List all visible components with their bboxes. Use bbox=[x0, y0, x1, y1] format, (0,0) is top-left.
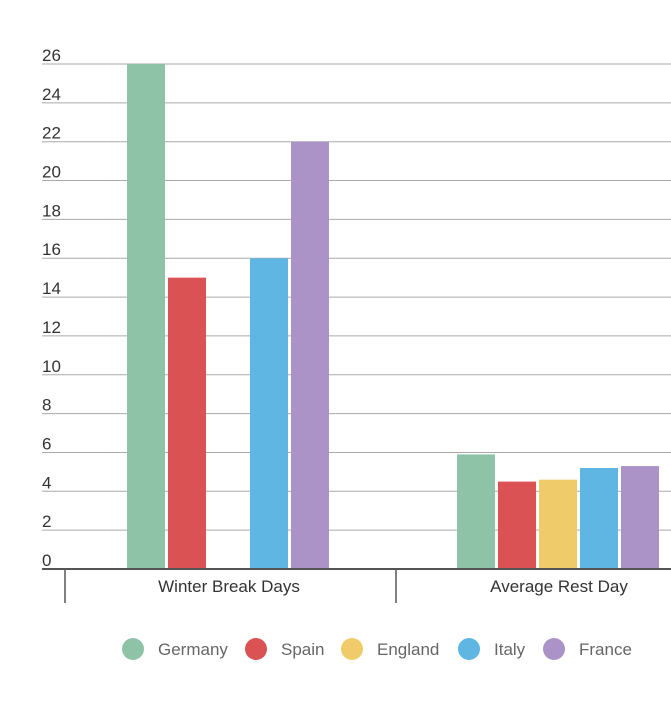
y-tick-label-10: 10 bbox=[42, 357, 61, 376]
legend-swatch-france bbox=[543, 638, 565, 660]
y-tick-label-26: 26 bbox=[42, 46, 61, 65]
y-tick-label-20: 20 bbox=[42, 163, 61, 182]
bar-spain-winter-break-days bbox=[168, 277, 206, 569]
bar-france-average-rest-day bbox=[621, 466, 659, 569]
bar-france-winter-break-days bbox=[291, 141, 329, 569]
bar-italy-average-rest-day bbox=[580, 468, 618, 569]
y-tick-label-18: 18 bbox=[42, 201, 61, 220]
legend-item-england: England bbox=[341, 638, 439, 660]
legend-item-france: France bbox=[543, 638, 632, 660]
x-category-label-winter-break-days: Winter Break Days bbox=[158, 577, 300, 596]
legend-swatch-spain bbox=[245, 638, 267, 660]
bar-italy-winter-break-days bbox=[250, 258, 288, 569]
legend-item-germany: Germany bbox=[122, 638, 228, 660]
legend-label-england: England bbox=[377, 640, 439, 659]
bar-spain-average-rest-day bbox=[498, 481, 536, 569]
category-labels: Winter Break Days Average Rest Day bbox=[158, 577, 628, 596]
legend-swatch-italy bbox=[458, 638, 480, 660]
y-tick-label-12: 12 bbox=[42, 318, 61, 337]
y-tick-label-22: 22 bbox=[42, 124, 61, 143]
legend-label-spain: Spain bbox=[281, 640, 324, 659]
y-tick-label-24: 24 bbox=[42, 85, 61, 104]
legend-label-italy: Italy bbox=[494, 640, 526, 659]
legend-item-italy: Italy bbox=[458, 638, 526, 660]
bars bbox=[127, 64, 659, 569]
legend-item-spain: Spain bbox=[245, 638, 324, 660]
y-tick-label-0: 0 bbox=[42, 551, 51, 570]
bar-england-average-rest-day bbox=[539, 479, 577, 569]
y-tick-label-6: 6 bbox=[42, 434, 51, 453]
legend: Germany Spain England Italy France bbox=[122, 638, 632, 660]
y-tick-label-4: 4 bbox=[42, 473, 51, 492]
y-tick-label-8: 8 bbox=[42, 396, 51, 415]
bar-germany-winter-break-days bbox=[127, 64, 165, 569]
legend-swatch-england bbox=[341, 638, 363, 660]
x-category-label-average-rest-day: Average Rest Day bbox=[490, 577, 628, 596]
y-tick-label-14: 14 bbox=[42, 279, 61, 298]
y-tick-label-2: 2 bbox=[42, 512, 51, 531]
x-axis bbox=[42, 568, 671, 603]
legend-label-germany: Germany bbox=[158, 640, 228, 659]
bar-germany-average-rest-day bbox=[457, 454, 495, 569]
y-tick-label-16: 16 bbox=[42, 240, 61, 259]
legend-label-france: France bbox=[579, 640, 632, 659]
legend-swatch-germany bbox=[122, 638, 144, 660]
